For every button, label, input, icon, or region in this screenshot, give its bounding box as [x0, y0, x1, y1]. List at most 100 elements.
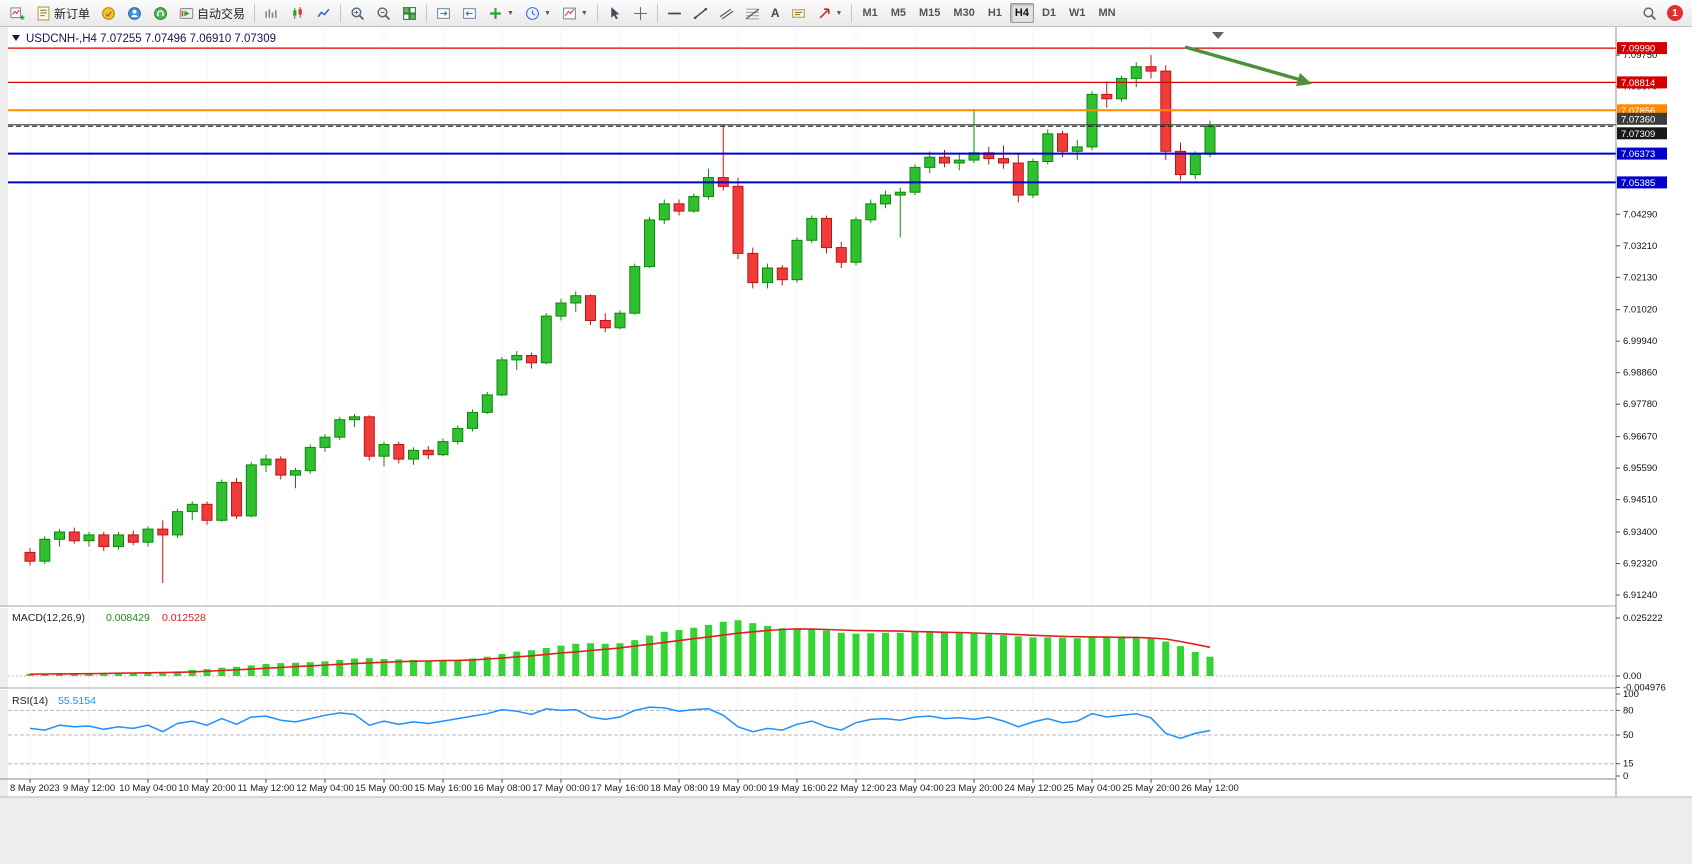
timeframe-mn-button[interactable]: MN — [1094, 3, 1121, 23]
new-chart-button[interactable] — [5, 2, 30, 24]
date-axis-label: 25 May 20:00 — [1122, 783, 1180, 794]
timeframe-w1-button[interactable]: W1 — [1064, 3, 1091, 23]
search-icon — [1642, 6, 1657, 21]
timeframe-d1-button[interactable]: D1 — [1037, 3, 1061, 23]
price-axis-label: 7.03210 — [1623, 241, 1657, 252]
date-axis-label: 15 May 00:00 — [355, 783, 413, 794]
line-chart-icon — [316, 6, 331, 21]
chart-title: USDCNH-,H4 7.07255 7.07496 7.06910 7.073… — [26, 33, 276, 45]
price-axis-label: 6.95590 — [1623, 463, 1657, 474]
add-object-button[interactable]: ▼ — [483, 2, 519, 24]
price-tag-7.09990 — [1617, 42, 1667, 55]
date-axis-label: 23 May 04:00 — [886, 783, 944, 794]
chart-shift-marker[interactable] — [1212, 32, 1224, 39]
equidistant-channel-button[interactable] — [714, 2, 739, 24]
price-axis-label: 6.94510 — [1623, 495, 1657, 506]
date-axis-label: 18 May 08:00 — [650, 783, 708, 794]
price-tag-7.07360 — [1617, 112, 1667, 125]
date-axis-label: 17 May 16:00 — [591, 783, 649, 794]
timeframe-m15-button[interactable]: M15 — [914, 3, 945, 23]
rsi-axis-label: 15 — [1623, 759, 1634, 770]
price-tag-7.06373 — [1617, 147, 1667, 160]
zoom-in-button[interactable] — [345, 2, 370, 24]
notification-badge[interactable]: 1 — [1667, 5, 1683, 21]
macd-value-main: 0.008429 — [106, 612, 150, 624]
new-order-button[interactable]: 新订单 — [31, 2, 95, 24]
chart-left-margin — [0, 27, 8, 864]
chart-title-marker[interactable] — [12, 35, 20, 41]
new-order-label: 新订单 — [54, 6, 91, 21]
rsi-value: 55.5154 — [58, 695, 96, 707]
price-axis-label: 6.93400 — [1623, 527, 1657, 538]
fibonacci-icon — [745, 6, 760, 21]
price-axis-label: 7.02130 — [1623, 272, 1657, 283]
bar-chart-button[interactable] — [259, 2, 284, 24]
price-axis-label: 6.92320 — [1623, 559, 1657, 570]
macd-value-signal: 0.012528 — [162, 612, 206, 624]
tile-windows-button[interactable] — [397, 2, 422, 24]
rsi-label: RSI(14) — [12, 695, 48, 707]
arrows-tool-button[interactable]: ▼ — [812, 2, 848, 24]
price-axis-label: 6.96670 — [1623, 432, 1657, 443]
rsi-axis-label: 0 — [1623, 771, 1628, 782]
date-axis-label: 9 May 12:00 — [63, 783, 115, 794]
zoom-out-icon — [376, 6, 391, 21]
price-axis-label: 6.99940 — [1623, 336, 1657, 347]
line-chart-button[interactable] — [311, 2, 336, 24]
price-axis-label: 7.01020 — [1623, 305, 1657, 316]
search-button[interactable] — [1637, 2, 1662, 24]
zoom-out-button[interactable] — [371, 2, 396, 24]
trend-arrow-head — [1296, 73, 1312, 86]
macd-label: MACD(12,26,9) — [12, 612, 85, 624]
timeframe-m1-button[interactable]: M1 — [857, 3, 882, 23]
svg-text:7.07856: 7.07856 — [1621, 106, 1655, 117]
candlestick-chart-icon — [290, 6, 305, 21]
cursor-button[interactable] — [602, 2, 627, 24]
trendline-icon — [693, 6, 708, 21]
macd-axis-label: 0.025222 — [1623, 613, 1663, 624]
horizontal-line-icon — [667, 6, 682, 21]
timeframe-m5-button[interactable]: M5 — [886, 3, 911, 23]
date-axis-label: 8 May 2023 — [10, 783, 60, 794]
macd-signal-line — [29, 628, 1211, 675]
periods-button[interactable]: ▼ — [520, 2, 556, 24]
text-tool-button[interactable]: A — [766, 2, 785, 24]
trendline-button[interactable] — [688, 2, 713, 24]
date-axis-label: 26 May 12:00 — [1181, 783, 1239, 794]
timeframe-h1-button[interactable]: H1 — [983, 3, 1007, 23]
profile-button[interactable] — [122, 2, 147, 24]
date-axis-label: 16 May 08:00 — [473, 783, 531, 794]
label-tool-button[interactable] — [786, 2, 811, 24]
autoscroll-button[interactable] — [457, 2, 482, 24]
horizontal-line-button[interactable] — [662, 2, 687, 24]
shift-chart-button[interactable] — [431, 2, 456, 24]
chevron-down-icon: ▼ — [580, 9, 588, 17]
price-axis-label: 6.98860 — [1623, 368, 1657, 379]
timeframe-h4-button[interactable]: H4 — [1009, 3, 1034, 23]
timeframe-m30-button[interactable]: M30 — [948, 3, 979, 23]
favorites-button[interactable] — [96, 2, 121, 24]
community-button[interactable] — [148, 2, 173, 24]
zoom-in-icon — [350, 6, 365, 21]
templates-button[interactable]: ▼ — [557, 2, 593, 24]
bar-chart-icon — [264, 6, 279, 21]
date-axis-label: 19 May 16:00 — [768, 783, 826, 794]
fibonacci-button[interactable] — [740, 2, 765, 24]
shift-chart-icon — [436, 6, 451, 21]
chevron-down-icon: ▼ — [835, 9, 843, 17]
channel-icon — [719, 6, 734, 21]
crosshair-button[interactable] — [628, 2, 653, 24]
candlestick-chart-button[interactable] — [285, 2, 310, 24]
svg-text:7.06373: 7.06373 — [1621, 149, 1655, 160]
toolbar-separator — [596, 4, 598, 22]
svg-text:7.05385: 7.05385 — [1621, 178, 1655, 189]
autotrade-icon — [179, 6, 194, 21]
toolbar-separator — [254, 4, 256, 22]
add-object-icon — [488, 6, 503, 21]
trend-arrow-annotation[interactable] — [1184, 45, 1302, 82]
date-axis-label: 23 May 20:00 — [945, 783, 1003, 794]
autotrade-button[interactable]: 自动交易 — [174, 2, 250, 24]
clock-icon — [525, 6, 540, 21]
